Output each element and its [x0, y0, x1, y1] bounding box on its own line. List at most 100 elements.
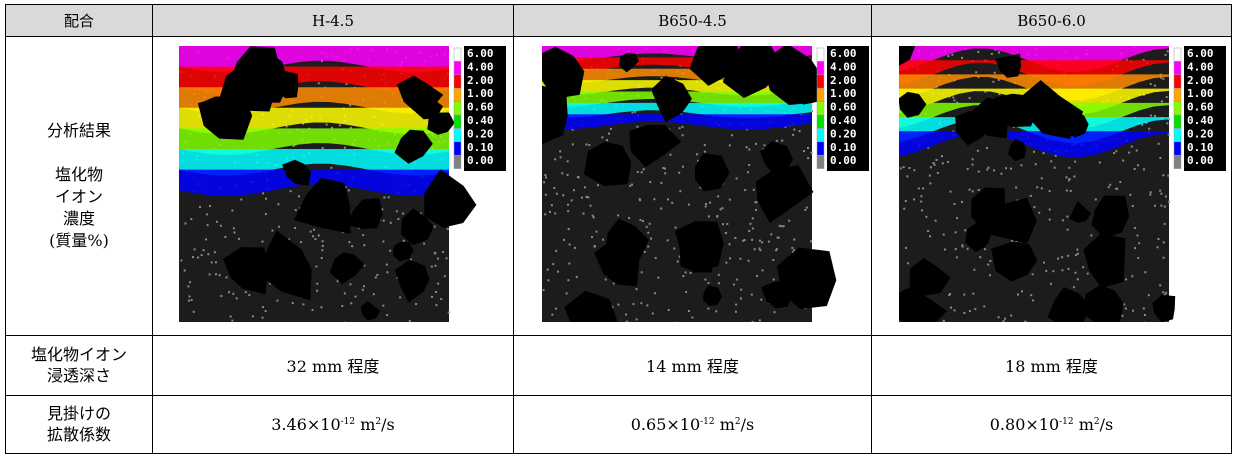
- paste-speckle: [1043, 261, 1045, 264]
- paste-speckle: [261, 306, 264, 309]
- paste-speckle: [632, 303, 635, 306]
- aggregate: [1083, 285, 1124, 323]
- paste-speckle: [798, 130, 801, 133]
- paste-speckle: [408, 320, 411, 323]
- paste-speckle: [1142, 59, 1145, 62]
- unit-exp: 2: [1093, 416, 1100, 427]
- paste-speckle: [920, 195, 923, 198]
- paste-speckle: [567, 210, 570, 213]
- paste-speckle: [567, 279, 570, 282]
- paste-speckle: [728, 144, 731, 147]
- paste-speckle: [571, 143, 574, 146]
- depth-value-b650-45: 14 mm 程度: [513, 335, 872, 396]
- paste-speckle: [772, 278, 775, 281]
- aggregate: [695, 153, 730, 192]
- paste-speckle: [1163, 205, 1166, 208]
- paste-speckle: [1002, 320, 1005, 323]
- paste-speckle: [1159, 284, 1162, 287]
- paste-speckle: [546, 268, 549, 271]
- paste-speckle: [433, 252, 436, 255]
- paste-speckle: [184, 222, 187, 225]
- diffusion-label-line1: 見掛けの: [46, 404, 111, 424]
- paste-speckle: [443, 275, 446, 278]
- paste-speckle: [1162, 257, 1165, 260]
- paste-speckle: [648, 223, 651, 226]
- paste-speckle: [678, 127, 681, 130]
- paste-speckle: [213, 251, 216, 254]
- paste-speckle: [993, 169, 996, 172]
- paste-speckle: [1052, 270, 1055, 273]
- paste-speckle: [561, 172, 564, 175]
- paste-speckle: [775, 140, 778, 143]
- paste-speckle: [312, 235, 315, 238]
- unit: m: [1073, 414, 1094, 434]
- paste-speckle: [1030, 294, 1033, 297]
- paste-speckle: [325, 123, 328, 126]
- paste-speckle: [927, 146, 930, 149]
- paste-speckle: [739, 257, 742, 260]
- paste-speckle: [208, 273, 211, 276]
- paste-speckle: [793, 238, 796, 241]
- paste-speckle: [585, 143, 588, 146]
- concrete-map-image-2: 6.004.002.001.000.600.400.200.100.00: [542, 46, 869, 323]
- aggregate: [564, 291, 618, 323]
- paste-speckle: [941, 155, 943, 158]
- paste-speckle: [707, 307, 710, 310]
- legend-label: 0.60: [1187, 101, 1214, 114]
- legend-swatch: [816, 114, 825, 129]
- paste-speckle: [1137, 164, 1139, 167]
- paste-speckle: [300, 241, 303, 244]
- paste-speckle: [780, 225, 783, 228]
- paste-speckle: [985, 147, 988, 150]
- paste-speckle: [430, 265, 433, 268]
- paste-speckle: [678, 172, 681, 175]
- paste-speckle: [781, 139, 784, 142]
- paste-speckle: [997, 79, 1000, 82]
- paste-speckle: [1166, 122, 1169, 125]
- paste-speckle: [1073, 175, 1076, 178]
- paste-speckle: [954, 248, 957, 251]
- analysis-label-line5: (質量%): [49, 231, 109, 251]
- paste-speckle: [591, 236, 593, 239]
- paste-speckle: [903, 207, 906, 210]
- paste-speckle: [265, 197, 267, 200]
- paste-speckle: [746, 171, 749, 174]
- paste-speckle: [805, 206, 808, 209]
- paste-speckle: [791, 251, 794, 254]
- paste-speckle: [902, 166, 905, 169]
- depth-label-line2: 浸透深さ: [46, 366, 111, 386]
- legend: 6.004.002.001.000.600.400.200.100.00: [1173, 46, 1226, 172]
- paste-speckle: [961, 57, 963, 60]
- diffusion-label-line2: 拡散係数: [46, 425, 111, 445]
- paste-speckle: [291, 302, 294, 305]
- paste-speckle: [559, 150, 562, 153]
- paste-speckle: [542, 289, 545, 292]
- paste-speckle: [748, 164, 751, 167]
- aggregate: [360, 301, 381, 321]
- paste-speckle: [1167, 174, 1170, 177]
- paste-speckle: [747, 260, 750, 263]
- paste-speckle: [261, 240, 264, 243]
- aggregate: [761, 46, 824, 106]
- paste-speckle: [320, 257, 323, 260]
- aggregate: [703, 285, 722, 306]
- analysis-label-line3: イオン: [54, 187, 103, 207]
- aggregate: [679, 241, 714, 273]
- aggregate: [971, 187, 1006, 233]
- paste-speckle: [989, 260, 992, 263]
- paste-speckle: [717, 282, 720, 285]
- aggregate: [1008, 139, 1027, 162]
- paste-speckle: [401, 212, 404, 215]
- paste-speckle: [1133, 168, 1136, 171]
- paste-speckle: [948, 294, 951, 297]
- paste-speckle: [1069, 190, 1072, 193]
- analysis-label-line4: 濃度: [62, 209, 95, 229]
- paste-speckle: [990, 53, 993, 56]
- paste-speckle: [617, 303, 620, 306]
- paste-speckle: [292, 145, 295, 148]
- diffusion-label: 見掛けの 拡散係数: [5, 394, 153, 455]
- paste-speckle: [437, 282, 440, 285]
- paste-speckle: [724, 232, 727, 235]
- paste-speckle: [576, 176, 579, 179]
- paste-speckle: [649, 181, 652, 184]
